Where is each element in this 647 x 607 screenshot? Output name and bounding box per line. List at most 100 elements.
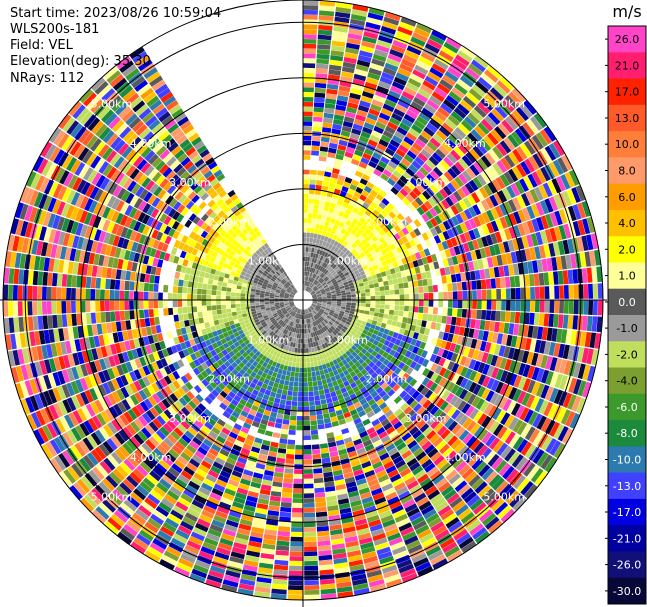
velocity-gate — [484, 168, 495, 181]
velocity-gate — [508, 213, 518, 226]
velocity-gate — [329, 309, 335, 313]
velocity-gate — [362, 277, 368, 283]
velocity-gate — [499, 140, 512, 154]
velocity-gate — [387, 263, 394, 270]
velocity-gate — [119, 300, 125, 311]
velocity-gate — [304, 556, 318, 561]
velocity-gate — [334, 311, 340, 315]
velocity-gate — [306, 237, 310, 243]
velocity-gate — [370, 402, 379, 411]
velocity-gate — [393, 182, 403, 192]
velocity-gate — [534, 300, 540, 313]
velocity-gate — [478, 484, 491, 498]
velocity-gate — [387, 469, 399, 479]
velocity-gate — [430, 451, 442, 462]
velocity-gate — [354, 443, 364, 451]
velocity-gate — [443, 156, 454, 168]
velocity-gate — [307, 218, 312, 223]
velocity-gate — [361, 361, 368, 369]
velocity-gate — [411, 274, 418, 281]
velocity-gate — [347, 341, 354, 348]
velocity-gate — [432, 474, 445, 485]
velocity-gate — [510, 300, 516, 311]
velocity-gate — [464, 379, 473, 391]
velocity-gate — [549, 285, 555, 299]
velocity-gate — [465, 167, 476, 179]
velocity-gate — [119, 310, 126, 321]
velocity-gate — [473, 329, 480, 339]
velocity-gate — [309, 306, 314, 311]
velocity-gate — [415, 393, 424, 403]
velocity-gate — [320, 290, 326, 294]
velocity-gate — [411, 488, 424, 499]
velocity-gate — [313, 111, 324, 118]
velocity-gate — [362, 402, 370, 410]
velocity-gate — [296, 357, 300, 363]
velocity-gate — [572, 221, 581, 237]
velocity-gate — [363, 344, 370, 351]
velocity-gate — [298, 377, 303, 382]
velocity-gate — [172, 286, 178, 293]
velocity-gate — [408, 105, 421, 116]
velocity-gate — [371, 350, 378, 357]
velocity-gate — [499, 76, 514, 91]
velocity-gate — [323, 236, 329, 242]
velocity-gate — [366, 427, 376, 435]
velocity-gate — [457, 50, 473, 63]
velocity-gate — [361, 435, 371, 443]
velocity-gate — [342, 247, 348, 253]
velocity-gate — [494, 126, 507, 140]
velocity-gate — [401, 235, 409, 244]
velocity-gate — [320, 195, 327, 201]
velocity-gate — [579, 252, 587, 268]
velocity-gate — [318, 554, 333, 561]
velocity-gate — [325, 196, 332, 203]
velocity-gate — [317, 44, 331, 50]
velocity-gate — [333, 208, 340, 215]
velocity-gate — [399, 122, 411, 132]
velocity-gate — [85, 312, 92, 325]
velocity-gate — [467, 132, 479, 145]
velocity-gate — [293, 488, 303, 494]
velocity-gate — [316, 175, 324, 181]
velocity-gate — [339, 372, 345, 379]
velocity-gate — [480, 171, 491, 184]
velocity-gate — [368, 231, 375, 239]
velocity-gate — [421, 334, 429, 343]
velocity-gate — [148, 300, 154, 309]
velocity-gate — [415, 451, 427, 462]
velocity-gate — [496, 288, 502, 300]
velocity-gate — [466, 519, 481, 532]
velocity-gate — [388, 380, 397, 389]
velocity-gate — [563, 223, 572, 239]
velocity-gate — [414, 27, 430, 38]
velocity-gate — [489, 194, 499, 207]
velocity-gate — [319, 443, 329, 449]
velocity-gate — [491, 456, 504, 470]
velocity-gate — [375, 121, 387, 130]
velocity-gate — [337, 325, 343, 330]
velocity-gate — [381, 71, 395, 81]
velocity-gate — [544, 386, 554, 401]
velocity-gate — [366, 375, 374, 383]
velocity-gate — [355, 422, 364, 430]
velocity-gate — [399, 390, 408, 399]
velocity-gate — [374, 308, 380, 313]
velocity-gate — [339, 274, 345, 279]
velocity-gate — [378, 244, 385, 251]
velocity-gate — [455, 213, 464, 224]
velocity-gate — [351, 195, 359, 203]
velocity-gate — [322, 338, 327, 344]
velocity-gate — [346, 318, 352, 323]
velocity-gate — [430, 321, 437, 330]
velocity-gate — [553, 442, 566, 459]
velocity-gate — [314, 315, 318, 320]
velocity-gate — [332, 369, 339, 376]
velocity-gate — [370, 456, 381, 465]
velocity-gate — [384, 12, 401, 21]
velocity-gate — [485, 390, 495, 402]
velocity-gate — [451, 373, 460, 384]
velocity-gate — [309, 401, 315, 406]
velocity-gate — [370, 201, 378, 209]
velocity-gate — [553, 423, 565, 440]
